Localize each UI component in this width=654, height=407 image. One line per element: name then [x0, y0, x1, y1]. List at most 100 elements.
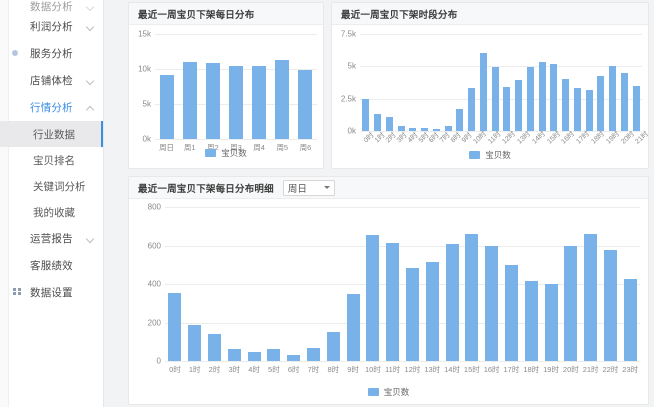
bar[interactable] — [573, 88, 581, 131]
bar-column[interactable] — [581, 207, 601, 361]
bar[interactable] — [362, 98, 370, 131]
sidebar-subitem-industry-data[interactable]: 行业数据 — [0, 121, 103, 147]
bar[interactable] — [515, 79, 523, 131]
bar-column[interactable] — [165, 207, 185, 361]
bar[interactable] — [275, 60, 290, 139]
bar-column[interactable] — [244, 207, 264, 361]
bar-column[interactable] — [178, 34, 201, 139]
bar[interactable] — [306, 347, 320, 361]
bar-column[interactable] — [419, 34, 431, 131]
bar[interactable] — [188, 324, 202, 361]
bar[interactable] — [444, 125, 452, 131]
bar[interactable] — [397, 126, 405, 131]
bar[interactable] — [385, 116, 393, 131]
bar[interactable] — [425, 262, 439, 361]
bar-column[interactable] — [372, 34, 384, 131]
bar-column[interactable] — [548, 34, 560, 131]
bar[interactable] — [479, 52, 487, 131]
bar-column[interactable] — [466, 34, 478, 131]
bar-column[interactable] — [201, 34, 224, 139]
bar-column[interactable] — [501, 34, 513, 131]
bar-column[interactable] — [619, 34, 631, 131]
bar-column[interactable] — [630, 34, 642, 131]
bar-column[interactable] — [454, 34, 466, 131]
bar-column[interactable] — [384, 34, 396, 131]
sidebar-subitem-item-ranking[interactable]: 宝贝排名 — [0, 147, 103, 173]
sidebar-item-operation-report[interactable]: 运营报告 — [0, 225, 103, 252]
bar-column[interactable] — [395, 34, 407, 131]
bar-column[interactable] — [536, 34, 548, 131]
bar[interactable] — [207, 334, 221, 361]
bar-column[interactable] — [155, 34, 178, 139]
sidebar-item-shop-check[interactable]: 店铺体检 — [0, 67, 103, 94]
bar[interactable] — [564, 245, 578, 361]
bar-column[interactable] — [407, 34, 419, 131]
legend-label[interactable]: 宝贝数 — [383, 387, 410, 397]
bar[interactable] — [550, 63, 558, 131]
bar[interactable] — [326, 331, 340, 361]
sidebar-subitem-keyword-analysis[interactable]: 关键词分析 — [0, 173, 103, 199]
bar[interactable] — [298, 70, 313, 139]
bar-column[interactable] — [560, 34, 572, 131]
bar[interactable] — [252, 65, 267, 139]
bar[interactable] — [585, 90, 593, 131]
bar-column[interactable] — [601, 207, 621, 361]
sidebar-item-profit[interactable]: 利润分析 — [0, 13, 103, 40]
bar-column[interactable] — [294, 34, 317, 139]
bar[interactable] — [485, 246, 499, 361]
bar-column[interactable] — [185, 207, 205, 361]
bar-column[interactable] — [323, 207, 343, 361]
legend-label[interactable]: 宝贝数 — [485, 150, 511, 160]
bar-column[interactable] — [205, 207, 225, 361]
bar-column[interactable] — [304, 207, 324, 361]
weekday-select[interactable]: 周日 — [282, 179, 335, 196]
bar[interactable] — [623, 279, 637, 361]
bar[interactable] — [287, 354, 301, 361]
bar[interactable] — [526, 66, 534, 131]
bar[interactable] — [247, 351, 261, 361]
sidebar-item-service[interactable]: 服务分析 — [0, 40, 103, 67]
bar-column[interactable] — [224, 207, 244, 361]
bar[interactable] — [374, 114, 382, 131]
bar[interactable] — [609, 66, 617, 131]
bar[interactable] — [503, 87, 511, 131]
bar-column[interactable] — [607, 34, 619, 131]
bar[interactable] — [409, 127, 417, 131]
bar[interactable] — [632, 86, 640, 131]
bar[interactable] — [544, 284, 558, 361]
bar[interactable] — [538, 62, 546, 131]
bar[interactable] — [405, 268, 419, 361]
bar-column[interactable] — [248, 34, 271, 139]
bar-column[interactable] — [271, 34, 294, 139]
bar[interactable] — [228, 65, 243, 139]
chevron-down-icon[interactable] — [85, 233, 97, 245]
bar-column[interactable] — [521, 207, 541, 361]
bar-column[interactable] — [383, 207, 403, 361]
bar-column[interactable] — [224, 34, 247, 139]
bar[interactable] — [465, 233, 479, 361]
bar-column[interactable] — [363, 207, 383, 361]
bar-column[interactable] — [442, 207, 462, 361]
sidebar-item-service-performance[interactable]: 客服绩效 — [0, 252, 103, 279]
bar-column[interactable] — [264, 207, 284, 361]
bar[interactable] — [182, 62, 197, 139]
bar-column[interactable] — [489, 34, 501, 131]
bar[interactable] — [386, 242, 400, 361]
bar[interactable] — [432, 128, 440, 131]
bar-column[interactable] — [431, 34, 443, 131]
bar[interactable] — [524, 281, 538, 361]
bar-column[interactable] — [422, 207, 442, 361]
bar[interactable] — [584, 233, 598, 361]
sidebar-item-data-settings[interactable]: 数据设置 — [0, 279, 103, 306]
bar[interactable] — [168, 292, 182, 361]
bar[interactable] — [267, 349, 281, 361]
legend-label[interactable]: 宝贝数 — [221, 148, 247, 158]
bar-column[interactable] — [561, 207, 581, 361]
bar-column[interactable] — [541, 207, 561, 361]
bar-column[interactable] — [620, 207, 640, 361]
bar-column[interactable] — [343, 207, 363, 361]
bar-column[interactable] — [572, 34, 584, 131]
sidebar-item-market-analysis[interactable]: 行情分析 — [0, 94, 103, 121]
chevron-down-icon[interactable] — [85, 75, 97, 87]
bar[interactable] — [421, 127, 429, 131]
